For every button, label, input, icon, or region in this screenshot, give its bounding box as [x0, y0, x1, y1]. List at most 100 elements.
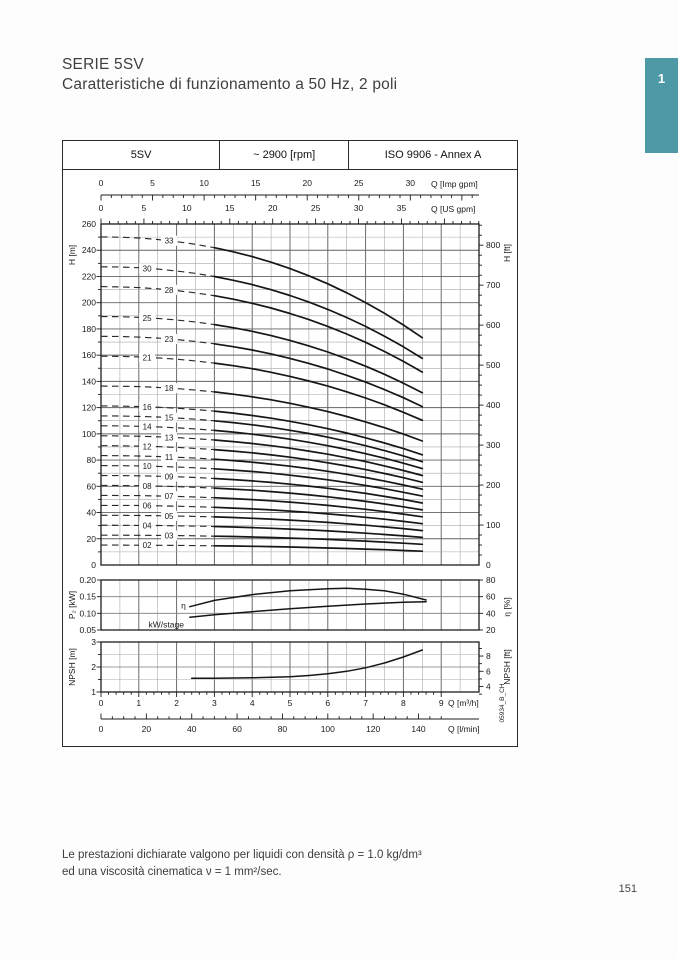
svg-text:100: 100 — [321, 724, 335, 734]
svg-text:30: 30 — [354, 203, 364, 213]
svg-text:6: 6 — [325, 698, 330, 708]
svg-text:9: 9 — [439, 698, 444, 708]
svg-text:40: 40 — [87, 508, 97, 518]
svg-text:0: 0 — [99, 698, 104, 708]
svg-text:0: 0 — [91, 560, 96, 570]
footnote-line-2: ed una viscosità cinematica ν = 1 mm²/se… — [62, 866, 282, 878]
svg-text:H [ft]: H [ft] — [502, 244, 512, 262]
svg-text:0: 0 — [99, 178, 104, 188]
svg-text:15: 15 — [251, 178, 261, 188]
svg-text:5: 5 — [142, 203, 147, 213]
svg-text:11: 11 — [165, 453, 174, 462]
svg-text:25: 25 — [143, 314, 152, 323]
svg-text:15: 15 — [165, 414, 174, 423]
svg-text:η [%]: η [%] — [502, 597, 512, 616]
svg-text:0: 0 — [99, 724, 104, 734]
svg-text:180: 180 — [82, 324, 96, 334]
svg-text:20: 20 — [302, 178, 312, 188]
page-title-block: SERIE 5SV Caratteristiche di funzionamen… — [62, 55, 397, 95]
svg-text:80: 80 — [486, 575, 496, 585]
svg-text:0: 0 — [486, 560, 491, 570]
svg-text:20: 20 — [87, 534, 97, 544]
pump-curves-svg: 0 5 10 15 20 25 30 Q [Imp gpm]0 5 10 15 20 25 30 35 Q [… — [67, 178, 512, 734]
svg-text:Q [l/min]: Q [l/min] — [448, 724, 480, 734]
svg-text:20: 20 — [142, 724, 152, 734]
svg-text:10: 10 — [182, 203, 192, 213]
svg-text:16: 16 — [143, 403, 152, 412]
svg-text:260: 260 — [82, 219, 96, 229]
svg-text:200: 200 — [486, 480, 500, 490]
section-tab-number: 1 — [657, 71, 666, 86]
svg-text:12: 12 — [143, 442, 152, 451]
svg-text:18: 18 — [165, 384, 174, 393]
svg-text:Q [US gpm]: Q [US gpm] — [431, 204, 475, 214]
svg-text:20: 20 — [486, 625, 496, 635]
svg-text:30: 30 — [406, 178, 416, 188]
svg-text:0: 0 — [99, 203, 104, 213]
svg-text:04: 04 — [143, 521, 152, 530]
svg-text:25: 25 — [354, 178, 364, 188]
svg-text:3: 3 — [212, 698, 217, 708]
pump-curve-chart: 5SV ~ 2900 [rpm] ISO 9906 - Annex A 0 5 10… — [62, 140, 518, 747]
svg-text:40: 40 — [187, 724, 197, 734]
svg-text:30: 30 — [143, 264, 152, 273]
svg-text:1: 1 — [91, 687, 96, 697]
svg-text:10: 10 — [143, 462, 152, 471]
svg-text:H [m]: H [m] — [67, 245, 77, 265]
svg-text:7: 7 — [363, 698, 368, 708]
svg-text:02: 02 — [143, 541, 152, 550]
svg-text:NPSH [m]: NPSH [m] — [67, 648, 77, 686]
svg-text:60: 60 — [232, 724, 242, 734]
page-subtitle: Caratteristiche di funzionamento a 50 Hz… — [62, 76, 398, 93]
svg-text:21: 21 — [143, 353, 152, 362]
svg-text:120: 120 — [366, 724, 380, 734]
svg-text:10: 10 — [199, 178, 209, 188]
svg-text:140: 140 — [411, 724, 425, 734]
svg-text:0.05: 0.05 — [79, 625, 96, 635]
svg-text:05934_B_CH: 05934_B_CH — [499, 683, 506, 722]
svg-text:8: 8 — [401, 698, 406, 708]
svg-text:100: 100 — [486, 520, 500, 530]
svg-text:120: 120 — [82, 403, 96, 413]
svg-text:13: 13 — [165, 433, 174, 442]
svg-text:6: 6 — [486, 666, 491, 676]
svg-text:07: 07 — [165, 492, 174, 501]
svg-text:28: 28 — [165, 286, 174, 295]
page-title: SERIE 5SV — [62, 56, 144, 73]
svg-text:140: 140 — [82, 376, 96, 386]
svg-text:1: 1 — [136, 698, 141, 708]
svg-text:2: 2 — [174, 698, 179, 708]
svg-text:240: 240 — [82, 245, 96, 255]
svg-text:P₂ [kW]: P₂ [kW] — [67, 591, 77, 619]
svg-text:800: 800 — [486, 240, 500, 250]
svg-text:200: 200 — [82, 298, 96, 308]
svg-text:14: 14 — [143, 423, 152, 432]
svg-text:kW/stage: kW/stage — [149, 619, 185, 629]
svg-text:5: 5 — [150, 178, 155, 188]
svg-text:4: 4 — [486, 682, 491, 692]
chart-header-standard: ISO 9906 - Annex A — [348, 141, 517, 169]
svg-text:06: 06 — [143, 502, 152, 511]
svg-text:20: 20 — [268, 203, 278, 213]
svg-text:23: 23 — [165, 335, 174, 344]
svg-text:09: 09 — [165, 473, 174, 482]
chart-header: 5SV ~ 2900 [rpm] ISO 9906 - Annex A — [63, 141, 517, 170]
svg-text:80: 80 — [278, 724, 288, 734]
svg-text:15: 15 — [225, 203, 235, 213]
svg-text:2: 2 — [91, 662, 96, 672]
svg-text:0.10: 0.10 — [79, 608, 96, 618]
svg-text:40: 40 — [486, 608, 496, 618]
svg-text:700: 700 — [486, 280, 500, 290]
footnote-line-1: Le prestazioni dichiarate valgono per li… — [62, 849, 422, 861]
svg-text:Q [Imp gpm]: Q [Imp gpm] — [431, 179, 478, 189]
svg-text:33: 33 — [165, 237, 174, 246]
svg-text:NPSH [ft]: NPSH [ft] — [502, 649, 512, 684]
page-number: 151 — [618, 883, 637, 895]
svg-text:80: 80 — [87, 455, 97, 465]
svg-text:03: 03 — [165, 532, 174, 541]
svg-text:400: 400 — [486, 400, 500, 410]
svg-text:220: 220 — [82, 271, 96, 281]
svg-text:8: 8 — [486, 651, 491, 661]
svg-text:0.20: 0.20 — [79, 575, 96, 585]
svg-text:60: 60 — [486, 592, 496, 602]
